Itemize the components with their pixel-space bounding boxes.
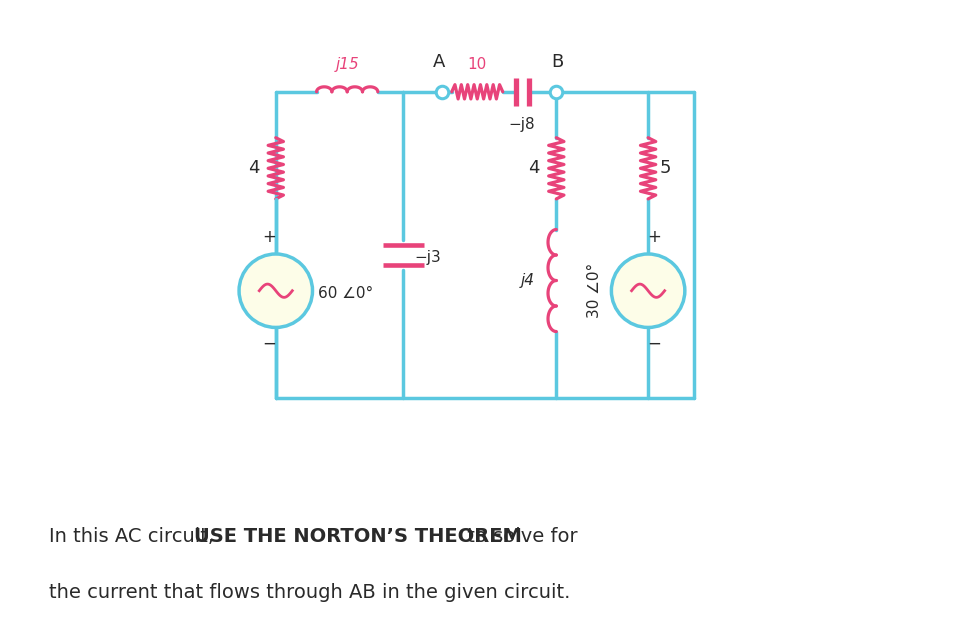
Text: +: + [263, 228, 276, 246]
Text: B: B [551, 53, 564, 72]
Text: A: A [433, 53, 445, 72]
Text: 4: 4 [248, 159, 260, 177]
Text: +: + [648, 228, 662, 246]
Text: −: − [263, 335, 276, 353]
Text: j15: j15 [335, 57, 359, 72]
Circle shape [612, 254, 685, 327]
Text: In this AC circuit,: In this AC circuit, [49, 527, 220, 546]
Text: 5: 5 [660, 159, 671, 177]
Text: 4: 4 [528, 159, 540, 177]
Text: to solve for: to solve for [461, 527, 577, 546]
Text: 10: 10 [467, 57, 487, 72]
Text: −j3: −j3 [415, 250, 441, 265]
Text: USE THE NORTON’S THEOREM: USE THE NORTON’S THEOREM [194, 527, 522, 546]
Circle shape [239, 254, 313, 327]
Text: 30 ∠0°: 30 ∠0° [587, 263, 602, 318]
Text: j4: j4 [521, 273, 535, 288]
Text: −: − [648, 335, 662, 353]
Text: the current that flows through AB in the given circuit.: the current that flows through AB in the… [49, 583, 570, 602]
Text: −j8: −j8 [509, 118, 535, 132]
Text: 60 ∠0°: 60 ∠0° [318, 285, 372, 301]
